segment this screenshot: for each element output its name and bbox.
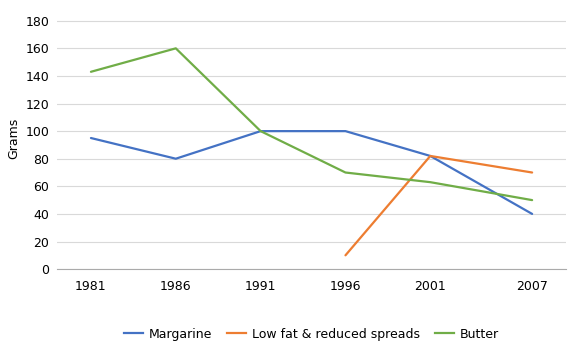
Margarine [257, 129, 264, 133]
Butter [172, 46, 179, 50]
Low fat & reduced spreads [529, 170, 536, 175]
Butter [427, 180, 434, 184]
Legend: Margarine, Low fat & reduced spreads, Butter: Margarine, Low fat & reduced spreads, Bu… [119, 323, 504, 345]
Butter [529, 198, 536, 202]
Margarine [427, 154, 434, 158]
Y-axis label: Grams: Grams [7, 117, 20, 159]
Butter [88, 70, 95, 74]
Margarine [342, 129, 349, 133]
Line: Margarine: Margarine [91, 131, 532, 214]
Line: Butter: Butter [91, 48, 532, 200]
Butter [342, 170, 349, 175]
Line: Low fat & reduced spreads: Low fat & reduced spreads [346, 156, 532, 255]
Margarine [529, 212, 536, 216]
Margarine [88, 136, 95, 140]
Low fat & reduced spreads [342, 253, 349, 257]
Low fat & reduced spreads [427, 154, 434, 158]
Butter [257, 129, 264, 133]
Margarine [172, 157, 179, 161]
